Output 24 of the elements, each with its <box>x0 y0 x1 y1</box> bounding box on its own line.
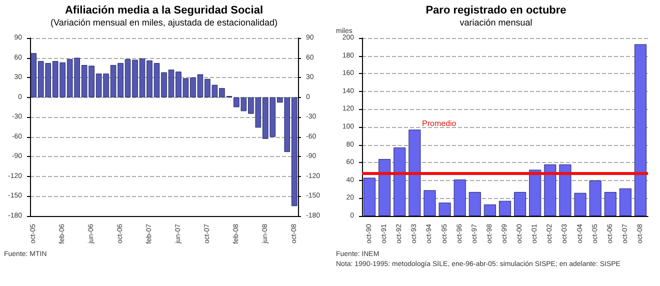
bar <box>364 178 376 216</box>
bar <box>484 204 496 216</box>
bar <box>619 188 632 216</box>
bar <box>514 192 526 216</box>
bar <box>454 180 466 216</box>
bar <box>424 190 436 216</box>
chart-title: Paro registrado en octubre <box>426 4 566 16</box>
ref-line-label: Promedio <box>422 118 457 128</box>
chart-title: Afiliación media a la Seguridad Social <box>64 4 264 16</box>
bar <box>378 159 391 216</box>
bar <box>604 192 616 216</box>
bar <box>529 170 542 216</box>
bar <box>559 164 572 216</box>
chart-subtitle: (Variación mensual en miles, ajustada de estacionalidad) <box>50 18 278 28</box>
bar <box>408 130 421 216</box>
bar <box>498 200 512 216</box>
bar <box>574 192 586 216</box>
bar <box>544 164 556 216</box>
chart-subtitle: variación mensual <box>460 18 532 28</box>
bar <box>468 192 481 216</box>
bar <box>634 44 646 216</box>
bar <box>589 180 602 216</box>
bar <box>394 147 406 216</box>
bar <box>438 202 451 216</box>
